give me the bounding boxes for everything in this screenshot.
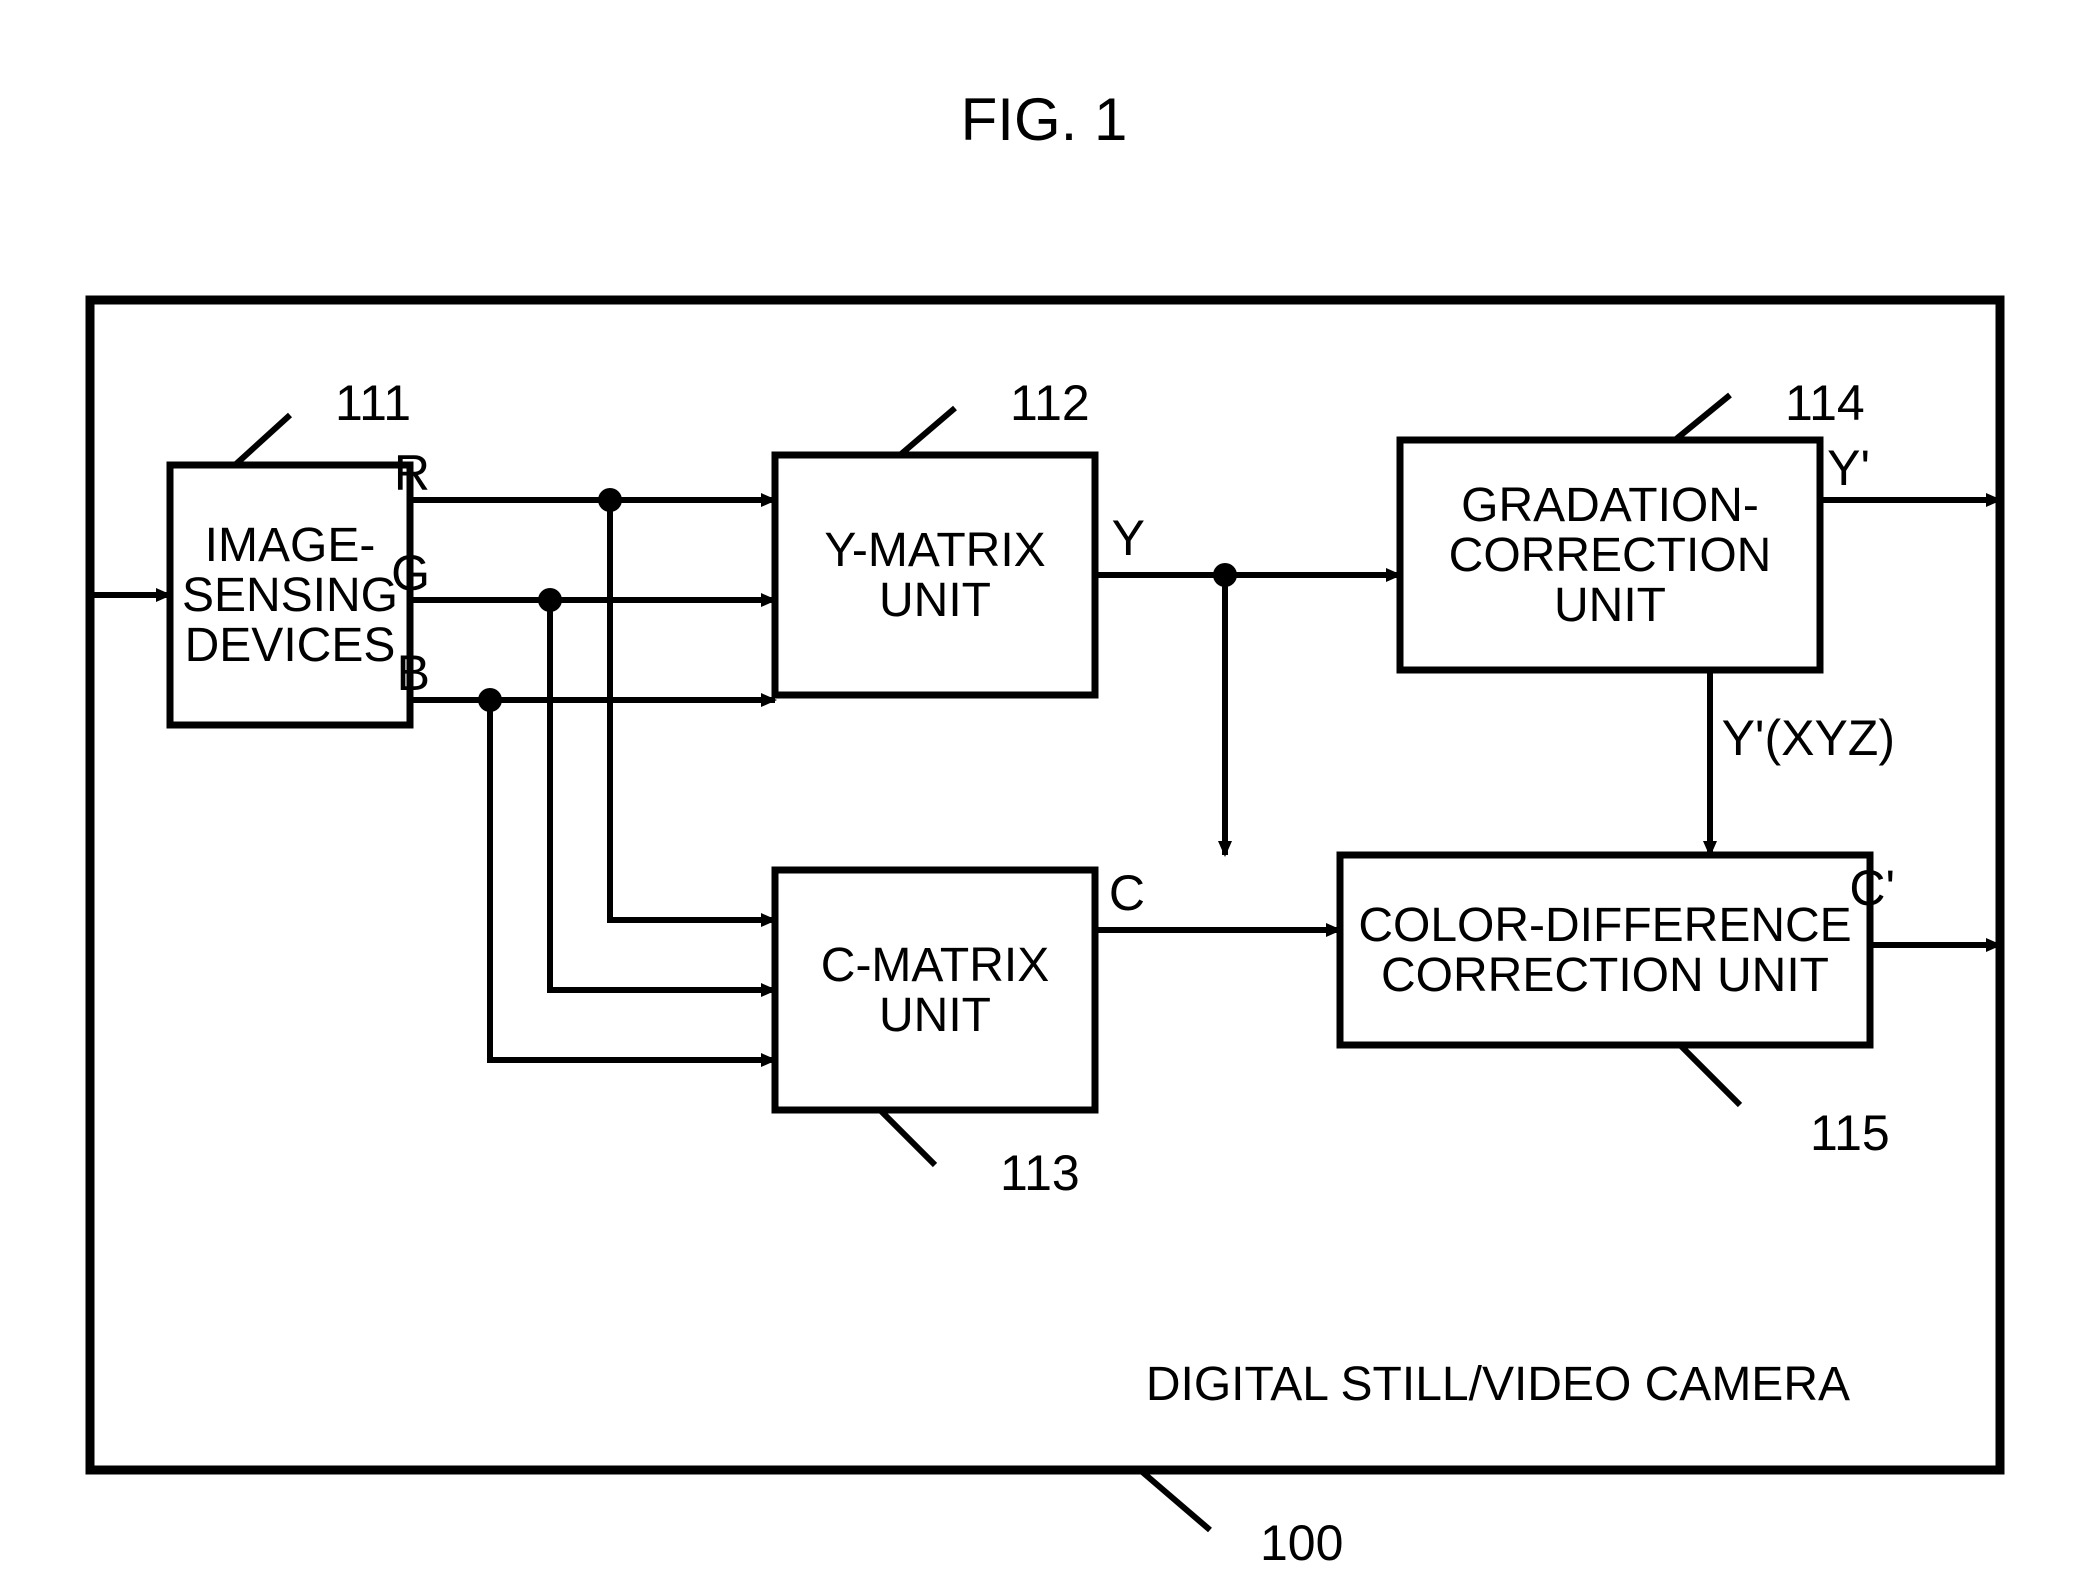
junction-dot-3 bbox=[1213, 563, 1237, 587]
arrow-5 bbox=[550, 600, 775, 990]
junction-dot-1 bbox=[538, 588, 562, 612]
block-ymatrix-label-1: UNIT bbox=[879, 574, 991, 627]
block-ymatrix-ref: 112 bbox=[1010, 375, 1090, 431]
diagram-svg: FIG. 1 DIGITAL STILL/VIDEO CAMERA 100 IMAGE… bbox=[0, 0, 2088, 1592]
block-gradation-tick bbox=[1675, 395, 1730, 440]
signal-B: B bbox=[397, 645, 430, 701]
block-gradation-label-1: CORRECTION bbox=[1449, 529, 1772, 582]
container-label: DIGITAL STILL/VIDEO CAMERA bbox=[1146, 1358, 1850, 1411]
signal-Y: Y bbox=[1112, 510, 1145, 566]
block-cmatrix-ref: 113 bbox=[1000, 1145, 1080, 1201]
container-ref: 100 bbox=[1260, 1515, 1343, 1571]
block-gradation-label-2: UNIT bbox=[1554, 579, 1666, 632]
container-ref-tick bbox=[1140, 1470, 1210, 1530]
block-colordiff-label-1: CORRECTION UNIT bbox=[1381, 949, 1829, 1002]
signal-Cp: C' bbox=[1849, 860, 1895, 916]
block-devices-label-1: SENSING bbox=[182, 569, 398, 622]
block-colordiff-tick bbox=[1680, 1045, 1740, 1105]
block-ymatrix-tick bbox=[900, 408, 955, 455]
block-colordiff-ref: 115 bbox=[1810, 1105, 1890, 1161]
block-gradation-label-0: GRADATION- bbox=[1461, 479, 1759, 532]
figure-title: FIG. 1 bbox=[961, 86, 1128, 153]
signal-Yp: Y' bbox=[1827, 440, 1870, 496]
block-devices-tick bbox=[235, 415, 290, 465]
block-cmatrix-tick bbox=[880, 1110, 935, 1165]
signal-C: C bbox=[1109, 865, 1145, 921]
arrow-6 bbox=[490, 700, 775, 1060]
block-colordiff-label-0: COLOR-DIFFERENCE bbox=[1358, 899, 1851, 952]
junction-dot-2 bbox=[478, 688, 502, 712]
block-devices-ref: 111 bbox=[335, 375, 411, 431]
signal-Yxyz: Y'(XYZ) bbox=[1722, 710, 1895, 766]
signal-R: R bbox=[394, 445, 430, 501]
arrow-4 bbox=[610, 500, 775, 920]
diagram-canvas: FIG. 1 DIGITAL STILL/VIDEO CAMERA 100 IMAGE… bbox=[0, 0, 2088, 1592]
block-cmatrix-label-1: UNIT bbox=[879, 989, 991, 1042]
junction-dot-0 bbox=[598, 488, 622, 512]
block-gradation-ref: 114 bbox=[1785, 375, 1865, 431]
block-cmatrix-label-0: C-MATRIX bbox=[821, 939, 1049, 992]
block-devices-label-2: DEVICES bbox=[185, 619, 396, 672]
block-devices-label-0: IMAGE- bbox=[205, 519, 376, 572]
signal-G: G bbox=[391, 545, 430, 601]
block-ymatrix-label-0: Y-MATRIX bbox=[824, 524, 1045, 577]
